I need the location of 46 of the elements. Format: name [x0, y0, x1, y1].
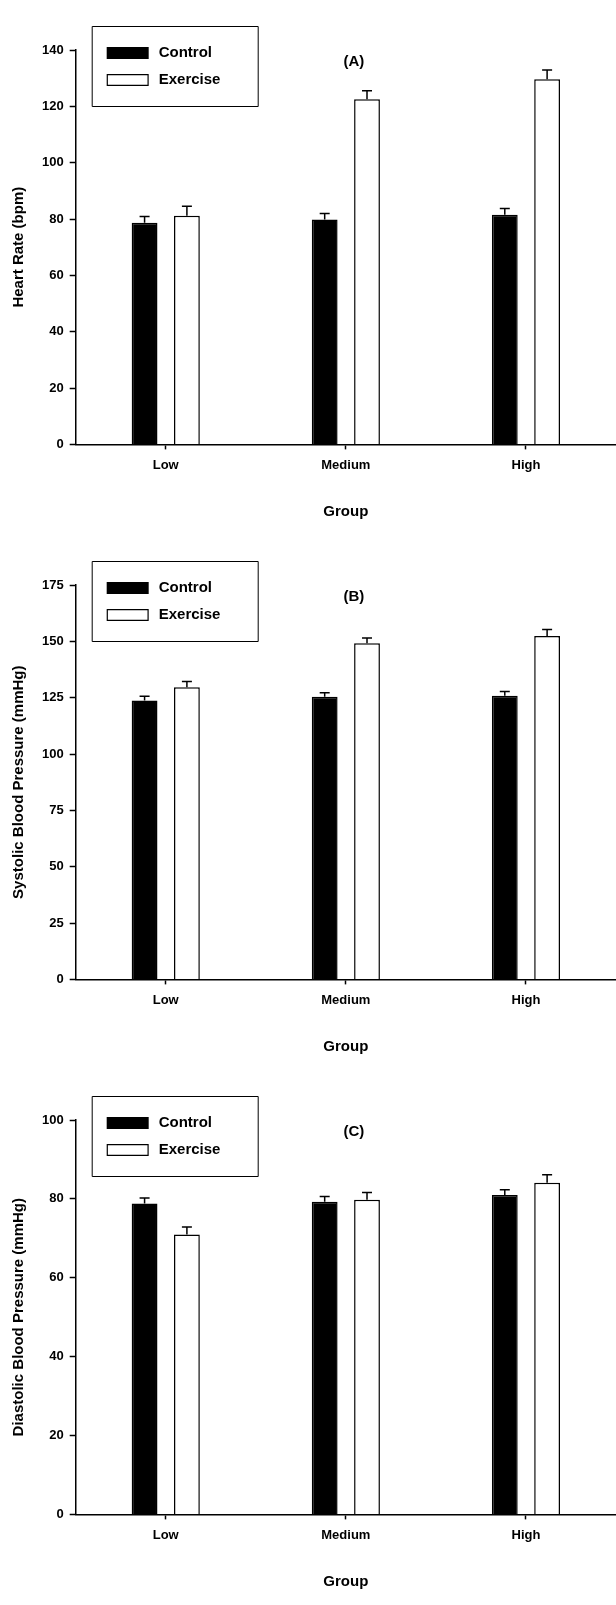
- x-tick-label: Medium: [321, 456, 371, 472]
- legend-label: Exercise: [158, 605, 221, 623]
- x-tick-label: Low: [152, 991, 180, 1007]
- y-tick-label: 20: [49, 379, 64, 395]
- legend-label: Exercise: [158, 1140, 221, 1158]
- x-tick-label: Medium: [321, 1526, 371, 1542]
- chart-title: (C): [343, 1122, 365, 1140]
- y-tick-label: 60: [49, 1269, 64, 1285]
- x-axis-title: Group: [323, 1037, 369, 1055]
- legend-label: Exercise: [158, 70, 221, 88]
- x-axis-title: Group: [323, 1572, 369, 1590]
- y-tick-label: 175: [41, 576, 64, 592]
- y-axis-title: Systolic Blood Pressure (mmHg): [9, 665, 27, 899]
- y-tick-label: 140: [41, 41, 64, 57]
- x-tick-label: Medium: [321, 991, 371, 1007]
- y-tick-label: 25: [49, 914, 64, 930]
- y-axis-title: Diastolic Blood Pressure (mmHg): [9, 1198, 27, 1437]
- y-tick-label: 20: [49, 1427, 64, 1443]
- legend-label: Control: [158, 1113, 213, 1131]
- chart-title: (A): [343, 52, 365, 70]
- y-tick-label: 100: [41, 745, 64, 761]
- x-tick-label: Low: [152, 456, 180, 472]
- chart-title: (B): [343, 587, 365, 605]
- y-tick-label: 100: [41, 154, 64, 170]
- x-axis-title: Group: [323, 502, 369, 520]
- y-tick-label: 60: [49, 266, 64, 282]
- y-tick-label: 0: [56, 970, 64, 986]
- y-tick-label: 150: [41, 632, 64, 648]
- y-axis-title: Heart Rate (bpm): [9, 186, 27, 308]
- y-tick-label: 75: [49, 801, 64, 817]
- x-tick-label: High: [511, 456, 541, 472]
- y-tick-label: 50: [49, 858, 64, 874]
- y-tick-label: 40: [49, 1348, 64, 1364]
- y-tick-label: 0: [56, 435, 64, 451]
- y-tick-label: 40: [49, 323, 64, 339]
- x-tick-label: High: [511, 1526, 541, 1542]
- y-tick-label: 0: [56, 1505, 64, 1521]
- x-tick-label: Low: [152, 1526, 180, 1542]
- y-tick-label: 125: [41, 689, 64, 705]
- y-tick-label: 80: [49, 1190, 64, 1206]
- x-tick-label: High: [511, 991, 541, 1007]
- legend-label: Control: [158, 578, 213, 596]
- legend-label: Control: [158, 43, 213, 61]
- y-tick-label: 80: [49, 210, 64, 226]
- y-tick-label: 100: [41, 1111, 64, 1127]
- y-tick-label: 120: [41, 97, 64, 113]
